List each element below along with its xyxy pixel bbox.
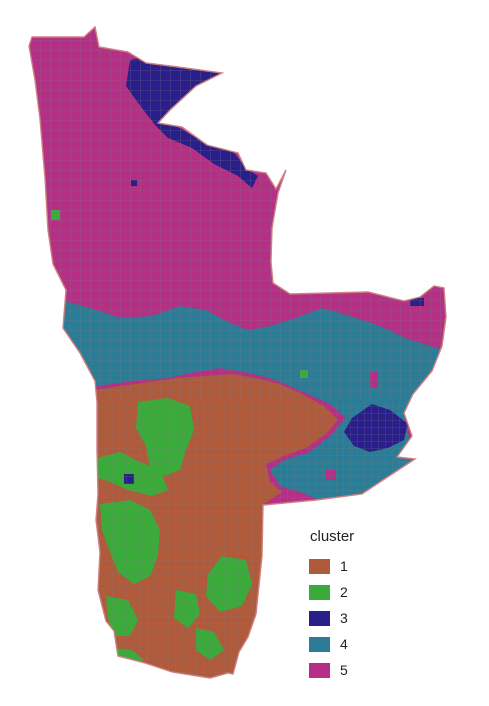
legend-label: 1 [340,558,348,574]
legend-item-cluster-2: 2 [302,579,422,605]
county-grid-north [29,27,446,400]
legend-item-cluster-5: 5 [302,657,422,683]
legend-label: 3 [340,610,348,626]
legend-label: 2 [340,584,348,600]
legend-item-cluster-4: 4 [302,631,422,657]
legend-title: cluster [310,528,355,545]
legend-swatch [309,662,330,678]
map-legend: cluster 1 2 3 4 5 [302,528,422,683]
legend-item-cluster-3: 3 [302,605,422,631]
legend-swatch [309,558,330,574]
legend-swatch [309,584,330,600]
legend-swatch [309,636,330,652]
legend-swatch [309,610,330,626]
legend-label: 5 [340,662,348,678]
legend-label: 4 [340,636,348,652]
legend-item-cluster-1: 1 [302,553,422,579]
